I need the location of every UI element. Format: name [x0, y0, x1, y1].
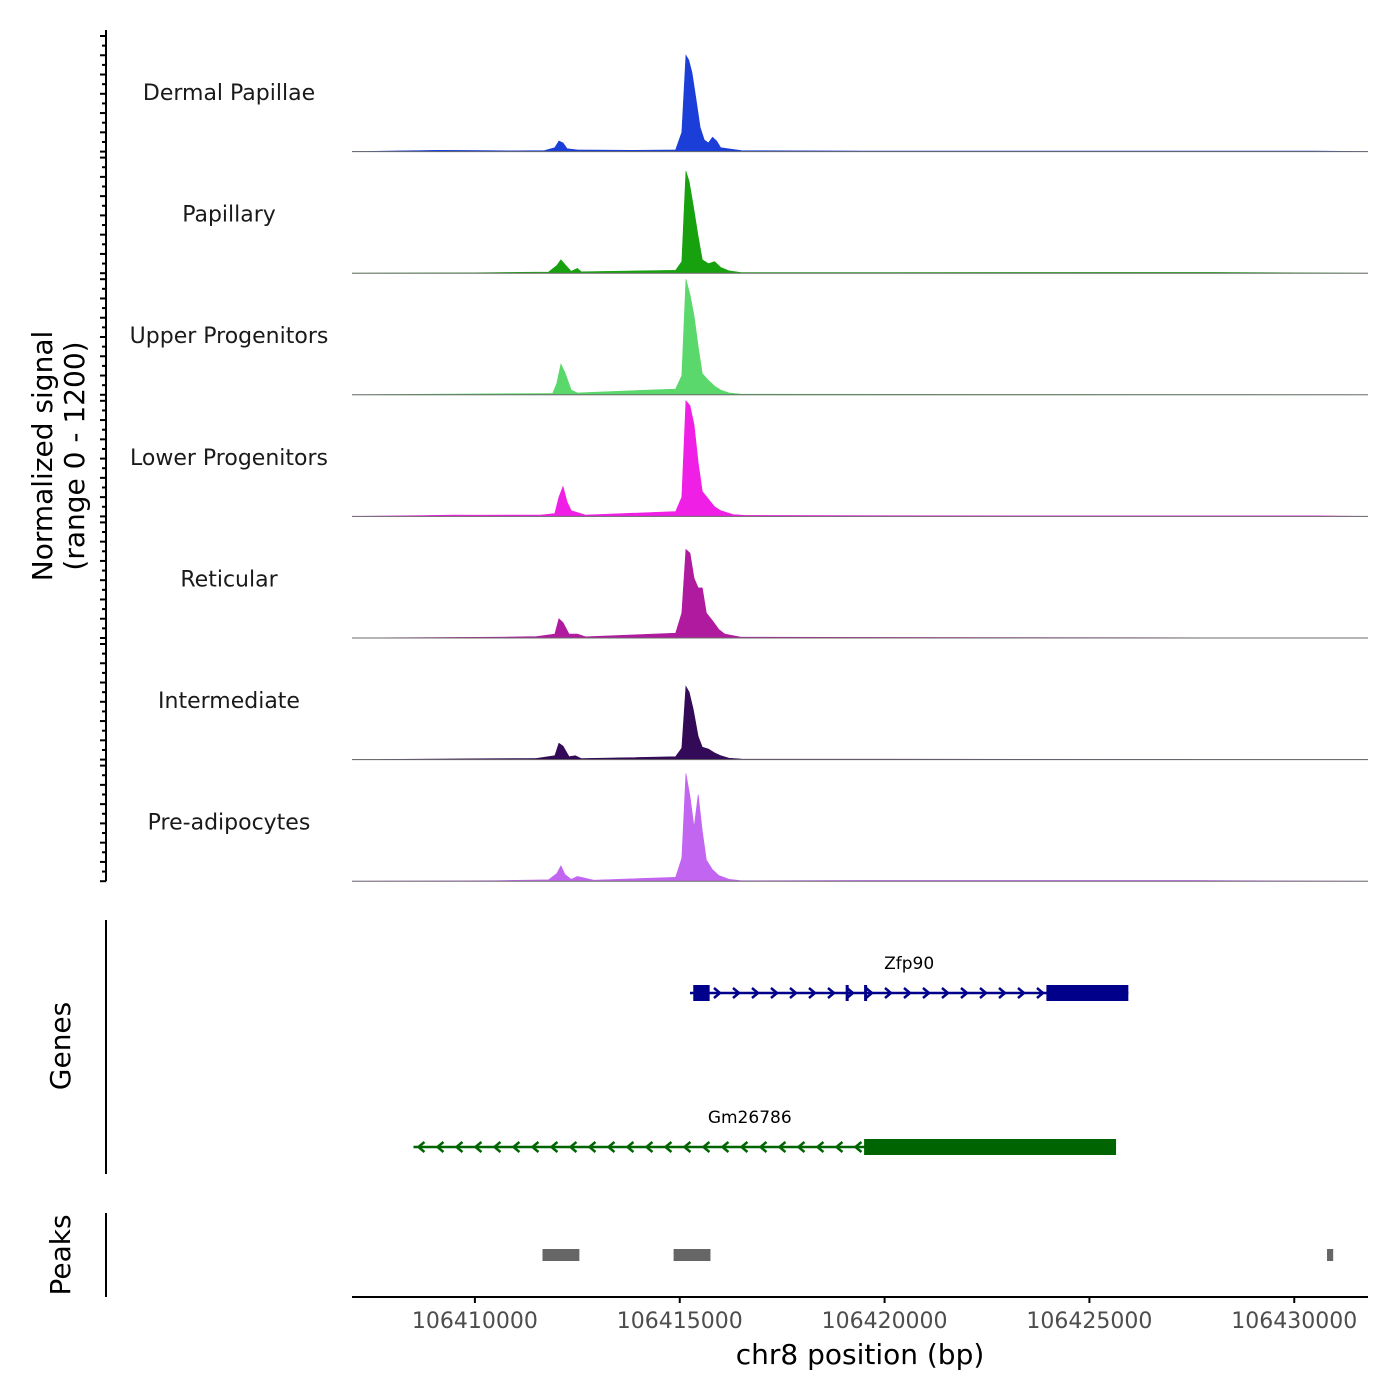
- strand-chevron: [922, 987, 931, 999]
- x-tick-label: 106410000: [412, 1309, 538, 1334]
- strand-chevron: [827, 987, 836, 999]
- y-axis-title: Normalized signal (range 0 - 1200): [26, 331, 91, 582]
- track-papillary: Papillary: [182, 171, 1369, 274]
- x-axis-ticks: 106410000 106415000 106420000 106425000 1064…: [412, 1297, 1357, 1334]
- strand-chevron: [492, 1141, 502, 1153]
- strand-chevron: [435, 1141, 445, 1153]
- gene-exon: [864, 985, 868, 1001]
- strand-chevron: [454, 1141, 464, 1153]
- strand-chevron: [720, 1141, 730, 1153]
- strand-chevron: [682, 1141, 692, 1153]
- track-reticular: Reticular: [180, 548, 1369, 639]
- strand-chevron: [713, 987, 722, 999]
- strand-chevron: [644, 1141, 654, 1153]
- strand-chevron: [732, 987, 741, 999]
- strand-chevron: [758, 1141, 768, 1153]
- track-label: Reticular: [180, 567, 278, 592]
- strand-chevron: [701, 1141, 711, 1153]
- track-label: Intermediate: [158, 689, 300, 714]
- strand-chevron: [511, 1141, 521, 1153]
- strand-chevron: [751, 987, 760, 999]
- signal-area: [351, 773, 1369, 882]
- strand-chevron: [884, 987, 893, 999]
- strand-chevron: [473, 1141, 483, 1153]
- peaks-panel-label: Peaks: [44, 1214, 77, 1295]
- track-intermediate: Intermediate: [158, 685, 1369, 761]
- x-axis-title: chr8 position (bp): [736, 1338, 985, 1371]
- strand-chevron: [416, 1141, 426, 1153]
- strand-chevron: [1017, 987, 1026, 999]
- strand-chevron: [568, 1141, 578, 1153]
- strand-chevron: [903, 987, 912, 999]
- strand-chevron: [846, 987, 855, 999]
- track-label: Pre-adipocytes: [148, 811, 311, 836]
- strand-chevron: [796, 1141, 806, 1153]
- strand-chevron: [625, 1141, 635, 1153]
- strand-chevron: [960, 987, 969, 999]
- strand-chevron: [1036, 987, 1045, 999]
- y-axis-title-line: (range 0 - 1200): [58, 341, 91, 570]
- strand-chevron: [587, 1141, 597, 1153]
- strand-chevron: [815, 1141, 825, 1153]
- track-label: Dermal Papillae: [143, 81, 315, 106]
- strand-chevron: [777, 1141, 787, 1153]
- strand-chevron: [865, 987, 874, 999]
- x-tick-label: 106430000: [1231, 1309, 1357, 1334]
- x-tick-label: 106425000: [1026, 1309, 1152, 1334]
- signal-area: [351, 54, 1369, 152]
- gene-label: Zfp90: [884, 954, 934, 974]
- x-tick-label: 106415000: [617, 1309, 743, 1334]
- strand-chevron: [739, 1141, 749, 1153]
- strand-chevron: [663, 1141, 673, 1153]
- strand-chevron: [979, 987, 988, 999]
- gene-exon: [845, 985, 849, 1001]
- genes-panel-label: Genes: [44, 1002, 77, 1090]
- track-upper-progenitors: Upper Progenitors: [130, 279, 1369, 396]
- peak-regions: [542, 1249, 1334, 1261]
- track-label: Lower Progenitors: [130, 446, 328, 471]
- gene-zfp90: Zfp90: [689, 954, 1129, 1001]
- strand-chevron: [606, 1141, 616, 1153]
- strand-chevron: [853, 1141, 863, 1153]
- gene-gm26786: Gm26786: [413, 1108, 1117, 1155]
- strand-chevron: [808, 987, 817, 999]
- gene-exon: [693, 985, 710, 1001]
- track-dermal-papillae: Dermal Papillae: [143, 54, 1369, 153]
- signal-area: [351, 171, 1369, 274]
- strand-chevron: [941, 987, 950, 999]
- strand-chevron: [789, 987, 798, 999]
- coverage-tracks: Dermal Papillae Papillary Upper Progenitor…: [130, 54, 1369, 882]
- strand-chevron: [770, 987, 779, 999]
- strand-chevron: [530, 1141, 540, 1153]
- gene-exon: [864, 1139, 1117, 1155]
- peak-region: [542, 1249, 580, 1261]
- x-tick-label: 106420000: [822, 1309, 948, 1334]
- track-pre-adipocytes: Pre-adipocytes: [148, 773, 1369, 882]
- peak-region: [1327, 1249, 1334, 1261]
- y-axis-title-line: Normalized signal: [26, 331, 59, 582]
- gene-annotations: Zfp90 Gm26786: [413, 954, 1129, 1155]
- gene-exon: [1046, 985, 1129, 1001]
- strand-chevron: [834, 1141, 844, 1153]
- coverage-y-axis-ticks: [100, 35, 106, 883]
- peak-region: [673, 1249, 711, 1261]
- signal-area: [351, 548, 1369, 639]
- track-label: Papillary: [182, 203, 276, 228]
- signal-area: [351, 400, 1369, 517]
- strand-chevron: [998, 987, 1007, 999]
- track-lower-progenitors: Lower Progenitors: [130, 400, 1369, 517]
- signal-area: [351, 279, 1369, 396]
- strand-chevron: [549, 1141, 559, 1153]
- signal-area: [351, 685, 1369, 760]
- track-label: Upper Progenitors: [130, 324, 329, 349]
- gene-label: Gm26786: [708, 1108, 792, 1128]
